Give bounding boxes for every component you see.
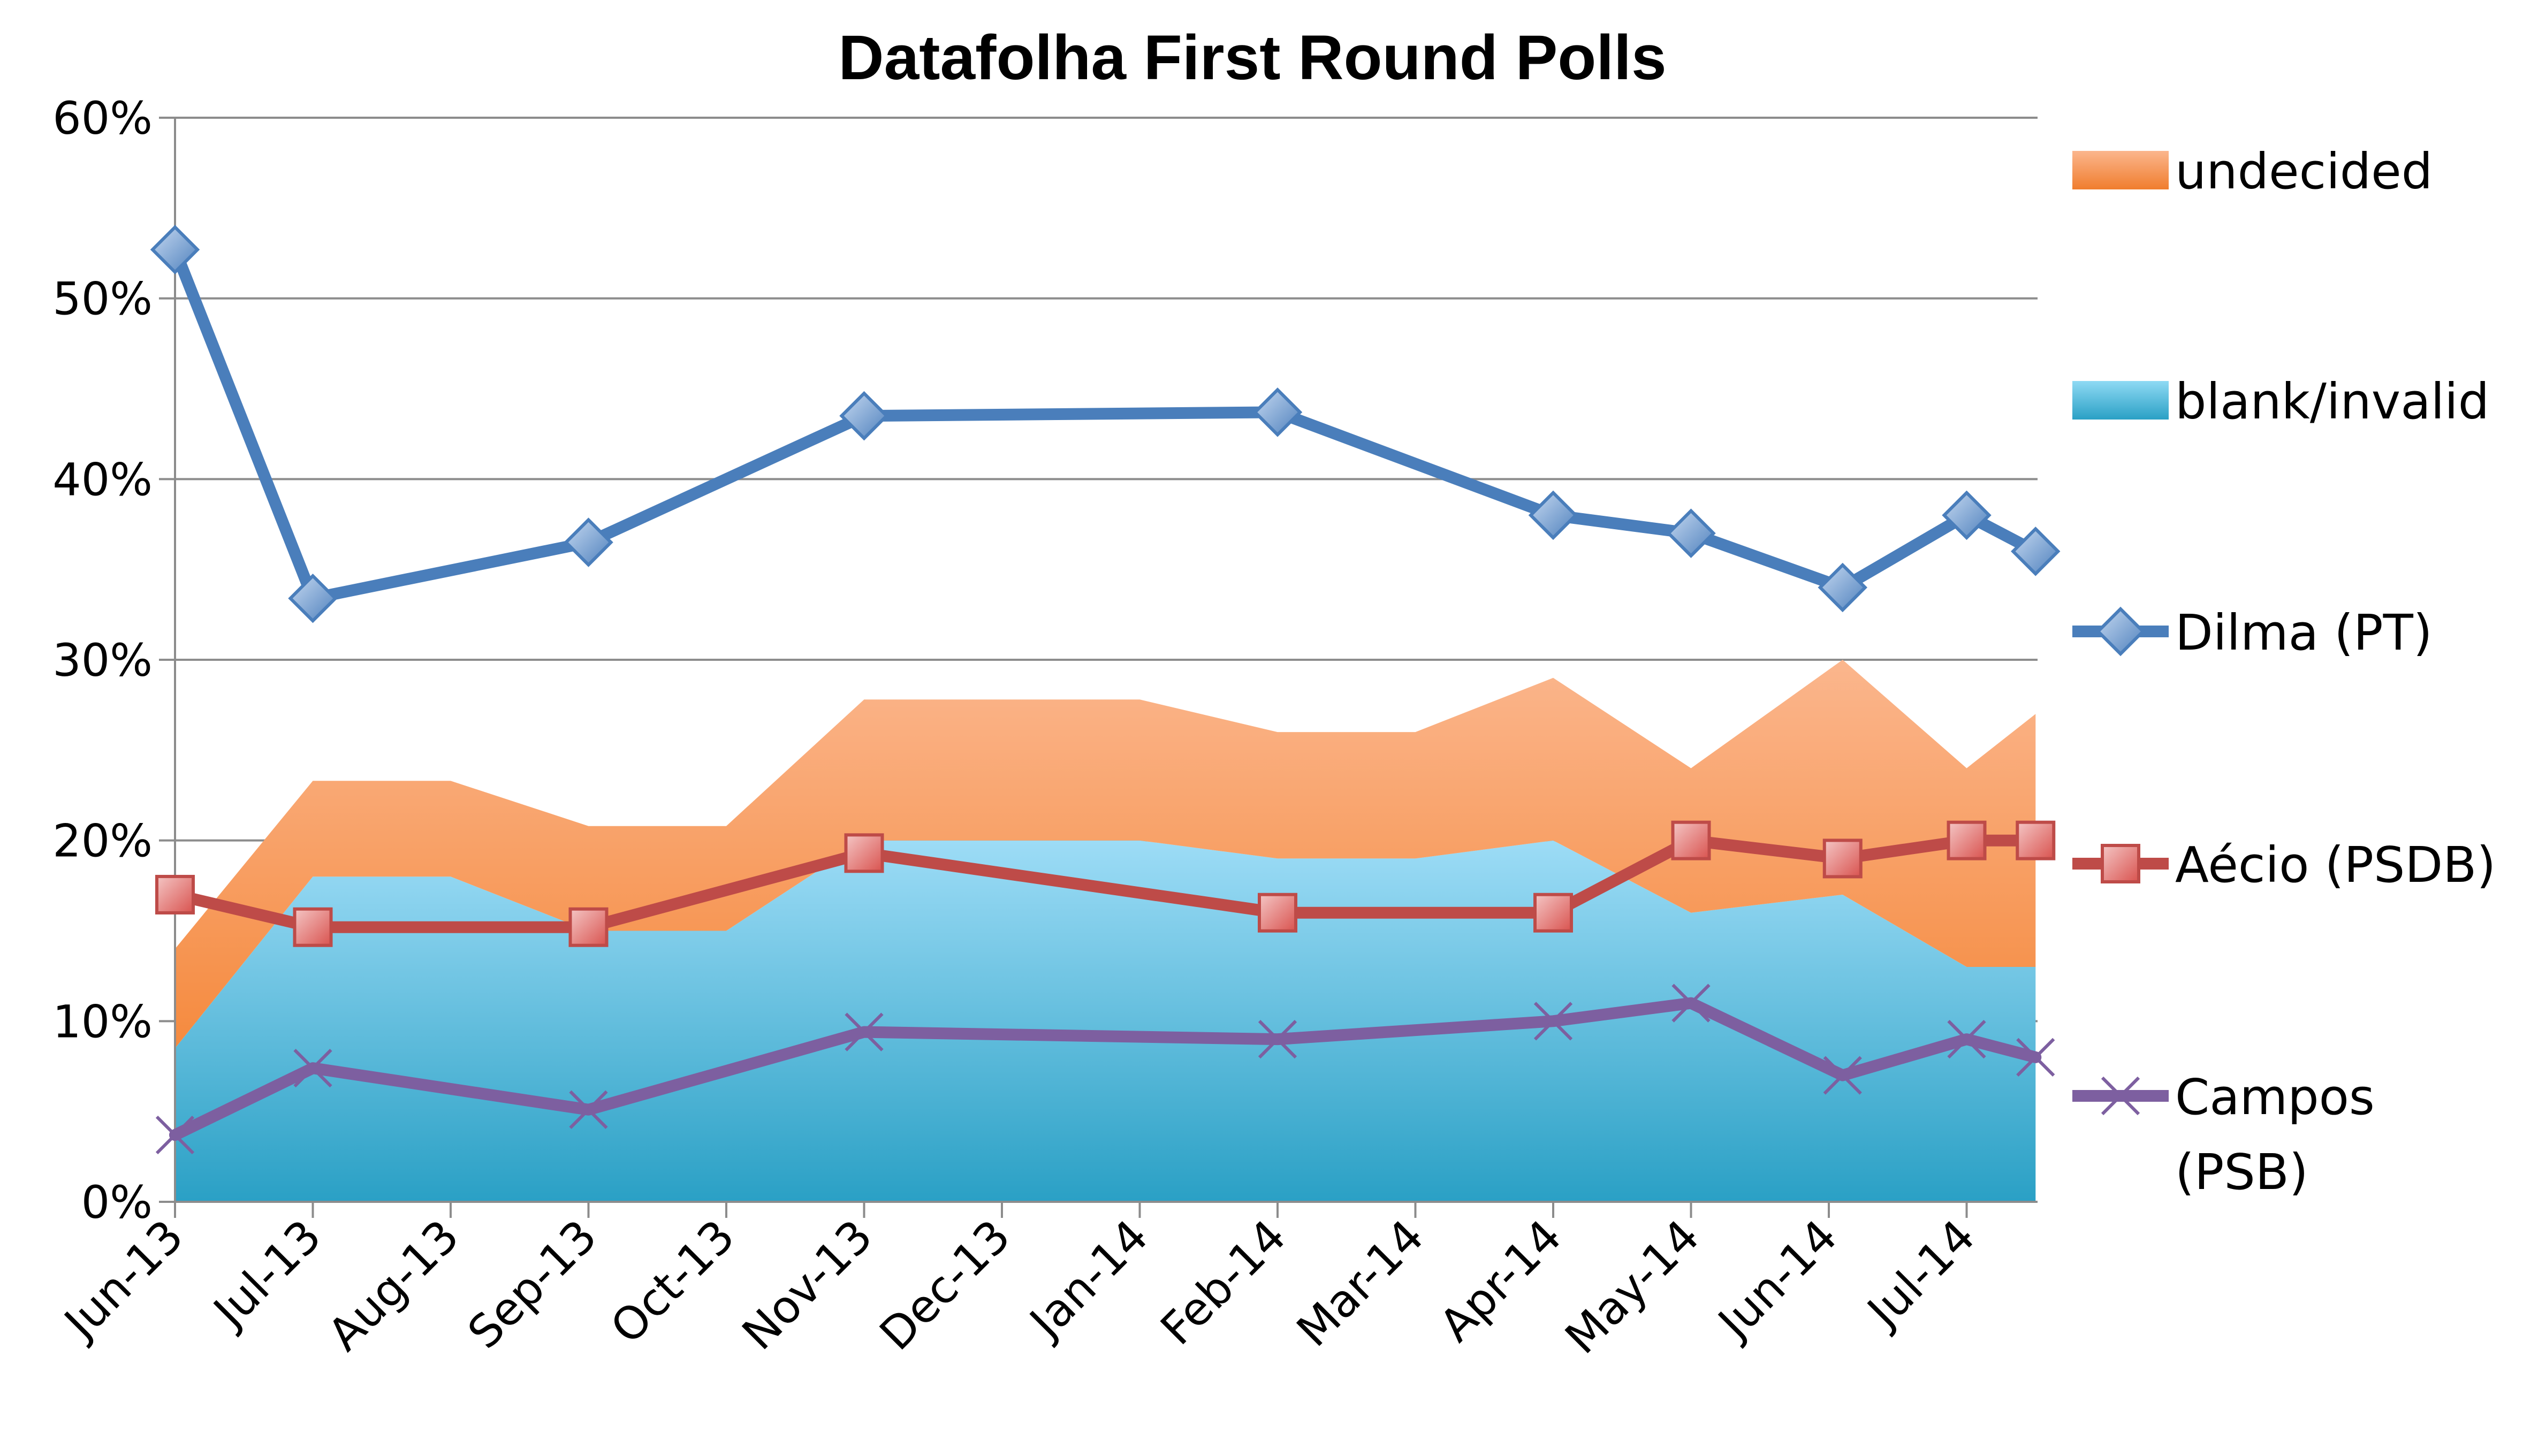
legend-label-line2: (PSB): [2175, 1144, 2308, 1201]
y-tick-label: 10%: [52, 995, 153, 1048]
marker-a-cio-psdb: [1822, 838, 1863, 879]
marker-campos-psb: [1258, 1019, 1297, 1059]
marker-dilma-pt: [288, 573, 338, 623]
x-tick-label: May-14: [1555, 1210, 1709, 1364]
legend-label: Campos: [2175, 1069, 2375, 1126]
marker-campos-psb: [293, 1049, 332, 1088]
marker-dilma-pt: [564, 517, 613, 567]
y-tick-label: 50%: [52, 273, 153, 325]
y-tick-label: 60%: [52, 92, 153, 144]
marker-a-cio-psdb: [1533, 893, 1573, 933]
marker-a-cio-psdb: [2016, 820, 2056, 860]
axes: [159, 117, 2038, 1218]
chart-title: Datafolha First Round Polls: [838, 22, 1666, 93]
marker-a-cio-psdb: [155, 874, 195, 914]
marker-campos-psb: [1533, 1002, 1573, 1041]
legend-marker: [2095, 606, 2146, 657]
legend-item-blank-invalid: blank/invalid: [2072, 373, 2489, 430]
y-axis-ticks: 0% 10% 20% 30% 40% 50% 60%: [52, 92, 153, 1229]
marker-dilma-pt: [150, 225, 200, 275]
legend-label: Dilma (PT): [2175, 604, 2433, 661]
y-tick-label: 30%: [52, 634, 153, 687]
legend-item-dilma-pt: Dilma (PT): [2072, 604, 2433, 661]
x-tick-label: Mar-14: [1287, 1210, 1434, 1357]
line-dilma-pt: [169, 243, 2042, 605]
marker-a-cio-psdb: [1671, 820, 1711, 860]
marker-campos-psb: [1947, 1019, 1986, 1059]
marker-dilma-pt: [1818, 562, 1867, 613]
area-undecided: [175, 660, 2036, 1048]
legend-item-a-cio-psdb: Aécio (PSDB): [2072, 836, 2496, 894]
marker-campos-psb: [2016, 1038, 2055, 1077]
line-a-cio-psdb: [169, 834, 2042, 933]
x-tick-label: Jul-13: [202, 1210, 331, 1339]
marker-a-cio-psdb: [844, 833, 884, 873]
marker-campos-psb: [155, 1115, 195, 1155]
marker-a-cio-psdb: [293, 907, 333, 947]
marker-dilma-pt: [1942, 490, 1992, 540]
x-tick-label: Aug-13: [318, 1210, 469, 1361]
x-tick-label: Nov-13: [732, 1210, 883, 1360]
marker-dilma-pt: [2011, 527, 2061, 576]
legend-marker: [2101, 1076, 2140, 1116]
line-campos-psb: [169, 997, 2042, 1141]
marker-campos-psb: [845, 1012, 884, 1051]
legend-marker: [2101, 844, 2140, 883]
x-tick-label: Feb-14: [1151, 1210, 1296, 1355]
series-lines: [169, 243, 2042, 1141]
legend-label: undecided: [2175, 143, 2433, 200]
legend-item-campos: Campos (PSB): [2072, 1069, 2375, 1201]
marker-campos-psb: [1671, 984, 1711, 1023]
y-tick-label: 20%: [52, 815, 153, 867]
legend-swatch: [2072, 151, 2169, 189]
series-markers: [150, 225, 2061, 1155]
x-tick-label: Oct-13: [601, 1210, 744, 1354]
legend-swatch: [2072, 381, 2169, 420]
y-tick-label: 40%: [52, 453, 153, 506]
legend-label: blank/invalid: [2175, 373, 2489, 430]
marker-dilma-pt: [1252, 387, 1303, 437]
marker-dilma-pt: [1528, 490, 1578, 540]
marker-campos-psb: [569, 1090, 608, 1129]
legend-item-undecided: undecided: [2072, 143, 2433, 200]
legend-label: Aécio (PSDB): [2175, 836, 2496, 894]
x-tick-label: Jan-14: [1018, 1210, 1158, 1350]
x-tick-label: Jun-13: [52, 1210, 193, 1351]
marker-dilma-pt: [839, 391, 889, 441]
x-tick-label: Jun-14: [1706, 1210, 1847, 1351]
x-tick-label: Apr-14: [1430, 1210, 1571, 1352]
x-tick-label: Jul-14: [1856, 1210, 1985, 1339]
x-axis-ticks: Jun-13 Jul-13Aug-13Sep-13Oct-13Nov-13Dec-…: [52, 1210, 1985, 1364]
marker-a-cio-psdb: [568, 907, 609, 947]
marker-a-cio-psdb: [1258, 893, 1297, 933]
marker-campos-psb: [1823, 1056, 1862, 1095]
x-tick-label: Sep-13: [458, 1210, 606, 1359]
x-tick-label: Dec-13: [870, 1210, 1020, 1360]
y-tick-label: 0%: [81, 1176, 153, 1229]
legend: undecided blank/invalid Dilma (PT) Aécio (P…: [2072, 143, 2496, 1201]
marker-dilma-pt: [1666, 508, 1716, 558]
marker-a-cio-psdb: [1947, 820, 1987, 860]
